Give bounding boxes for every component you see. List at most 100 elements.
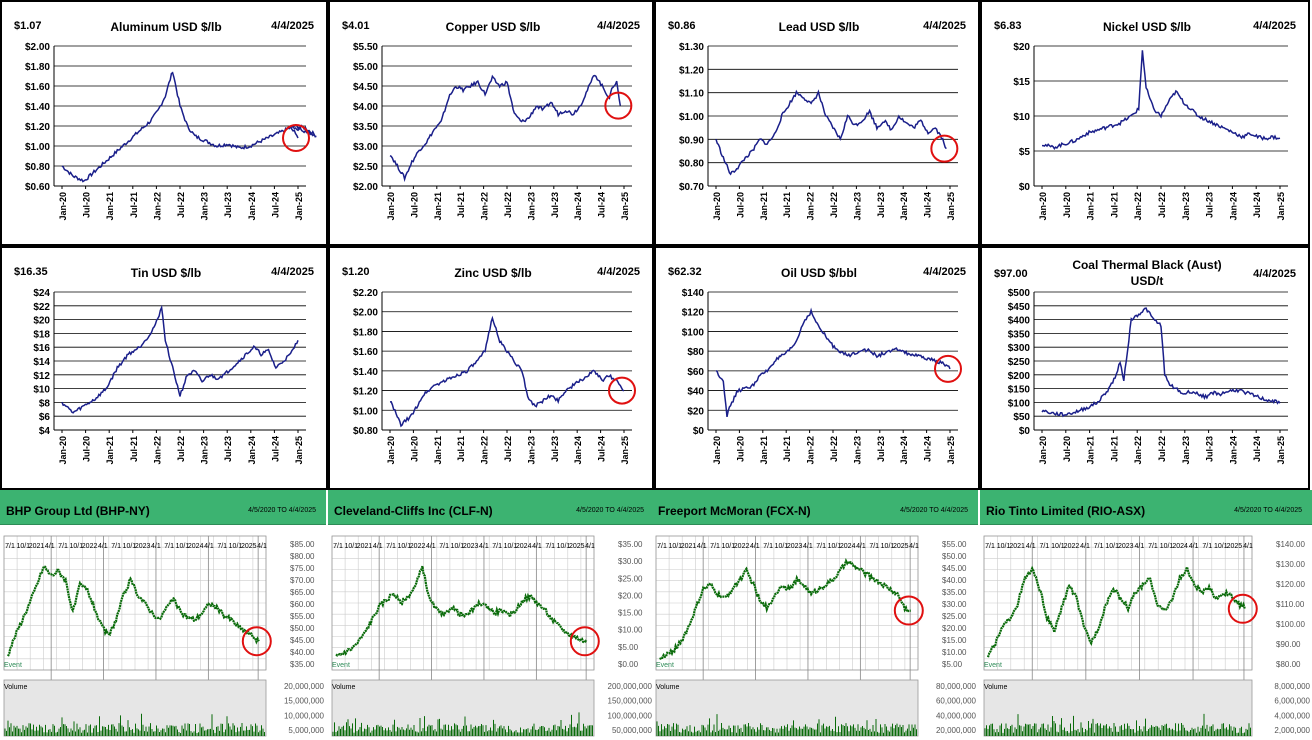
x-tick-label: Jan-20	[1038, 436, 1048, 465]
top-date-label: 4/1	[98, 543, 108, 550]
x-tick-label: Jul-23	[1205, 192, 1215, 218]
event-label: Event	[656, 662, 674, 669]
y-tick-label: $4.00	[353, 102, 378, 113]
price-tick-label: $40.00	[942, 576, 967, 585]
y-tick-label: $250	[1008, 357, 1031, 368]
x-tick-label: Jul-21	[782, 192, 792, 218]
y-tick-label: $4.50	[353, 82, 378, 93]
x-tick-label: Jan-20	[58, 192, 68, 221]
volume-tick-label: 20,000,000	[284, 682, 325, 691]
price-tick-label: $35.00	[618, 540, 643, 549]
y-tick-label: $5.50	[353, 42, 378, 53]
chart-date: 4/4/2025	[923, 266, 966, 278]
top-date-label: 2023	[135, 543, 151, 550]
x-tick-label: Jan-22	[1133, 192, 1143, 221]
top-date-label: 7/1	[111, 543, 121, 550]
y-tick-label: $2.00	[25, 42, 50, 53]
y-tick-label: $4	[39, 426, 51, 437]
top-date-label: 10/1	[1051, 543, 1065, 550]
top-date-label: 7/1	[816, 543, 826, 550]
x-tick-label: Jan-25	[620, 192, 630, 221]
volume-label: Volume	[4, 684, 28, 691]
top-date-label: 10/1	[451, 543, 465, 550]
x-tick-label: Jul-24	[597, 192, 607, 218]
x-tick-label: Jan-22	[152, 192, 162, 221]
price-tick-label: $20.00	[942, 624, 967, 633]
x-tick-label: Jan-25	[620, 436, 630, 465]
y-tick-label: $120	[682, 308, 705, 319]
top-date-label: 7/1	[1094, 543, 1104, 550]
highlight-circle	[1227, 593, 1258, 624]
top-date-label: 10/1	[504, 543, 518, 550]
price-line	[61, 71, 317, 183]
chart-date: 4/4/2025	[597, 20, 640, 32]
y-tick-label: $150	[1008, 385, 1031, 396]
current-price: $1.07	[14, 20, 42, 32]
top-date-label: 4/1	[151, 543, 161, 550]
price-tick-label: $50.00	[290, 624, 315, 633]
highlight-circle	[241, 626, 272, 657]
price-tick-label: $60.00	[290, 600, 315, 609]
top-date-label: 2021	[1009, 543, 1025, 550]
x-tick-label: Jul-21	[129, 436, 139, 462]
current-price: $97.00	[994, 268, 1028, 280]
price-tick-label: $120.00	[1276, 580, 1305, 589]
x-tick-label: Jan-25	[294, 436, 304, 465]
x-tick-label: Jan-22	[806, 192, 816, 221]
top-date-label: 2025	[1227, 543, 1243, 550]
top-date-label: 10/1	[229, 543, 243, 550]
stock-panel: BHP Group Ltd (BHP-NY) 4/5/2020 TO 4/4/20…	[0, 490, 326, 740]
y-tick-label: $1.00	[25, 142, 50, 153]
x-tick-label: Jul-20	[82, 192, 92, 218]
x-tick-label: Jul-23	[550, 192, 560, 218]
top-date-label: 10/1	[668, 543, 682, 550]
y-tick-label: $3.50	[353, 122, 378, 133]
top-date-label: 4/1	[45, 543, 55, 550]
y-tick-label: $200	[1008, 371, 1031, 382]
top-date-label: 2022	[410, 543, 426, 550]
x-tick-label: Jul-21	[456, 192, 466, 218]
y-tick-label: $0	[1019, 426, 1031, 437]
x-tick-label: Jan-24	[1228, 436, 1238, 465]
top-date-label: 10/1	[176, 543, 190, 550]
x-tick-label: Jan-21	[1086, 192, 1096, 221]
chart-title: Nickel USD $/lb	[1102, 20, 1192, 34]
price-tick-label: $90.00	[1276, 640, 1301, 649]
x-tick-label: Jul-24	[270, 192, 280, 218]
stock-panel: Cleveland-Cliffs Inc (CLF-N) 4/5/2020 TO …	[328, 490, 654, 740]
volume-tick-label: 15,000,000	[284, 697, 325, 706]
volume-label: Volume	[332, 684, 356, 691]
price-tick-label: $5.00	[618, 643, 639, 652]
y-tick-label: $2.20	[353, 288, 378, 299]
y-tick-label: $10	[33, 385, 50, 396]
y-tick-label: $400	[1008, 316, 1031, 327]
date-range: 4/5/2020 TO 4/4/2025	[576, 507, 644, 514]
date-range: 4/5/2020 TO 4/4/2025	[900, 507, 968, 514]
top-date-label: 4/1	[1243, 543, 1253, 550]
top-date-label: 10/1	[997, 543, 1011, 550]
volume-tick-label: 60,000,000	[936, 697, 977, 706]
top-date-label: 10/1	[1214, 543, 1228, 550]
volume-label: Volume	[656, 684, 680, 691]
volume-tick-label: 150,000,000	[608, 697, 653, 706]
current-price: $4.01	[342, 20, 370, 32]
x-tick-label: Jul-23	[876, 192, 886, 218]
x-tick-label: Jul-23	[876, 436, 886, 462]
y-tick-label: $0.80	[353, 426, 378, 437]
price-tick-label: $70.00	[290, 576, 315, 585]
chart-date: 4/4/2025	[271, 20, 314, 32]
x-tick-label: Jan-21	[1086, 436, 1096, 465]
x-tick-label: Jan-25	[294, 192, 304, 221]
top-date-label: 10/1	[344, 543, 358, 550]
stock-header: Freeport McMoran (FCX-N) 4/5/2020 TO 4/4/…	[652, 490, 978, 525]
x-tick-label: Jan-23	[1181, 192, 1191, 221]
price-tick-label: $55.00	[942, 540, 967, 549]
chart-title: Tin USD $/lb	[130, 266, 202, 280]
highlight-circle	[930, 134, 959, 163]
x-tick-label: Jul-20	[1062, 192, 1072, 218]
top-date-label: 2022	[1064, 543, 1080, 550]
y-tick-label: $1.40	[25, 102, 50, 113]
top-date-label: 7/1	[333, 543, 343, 550]
x-tick-label: Jul-24	[923, 192, 933, 218]
